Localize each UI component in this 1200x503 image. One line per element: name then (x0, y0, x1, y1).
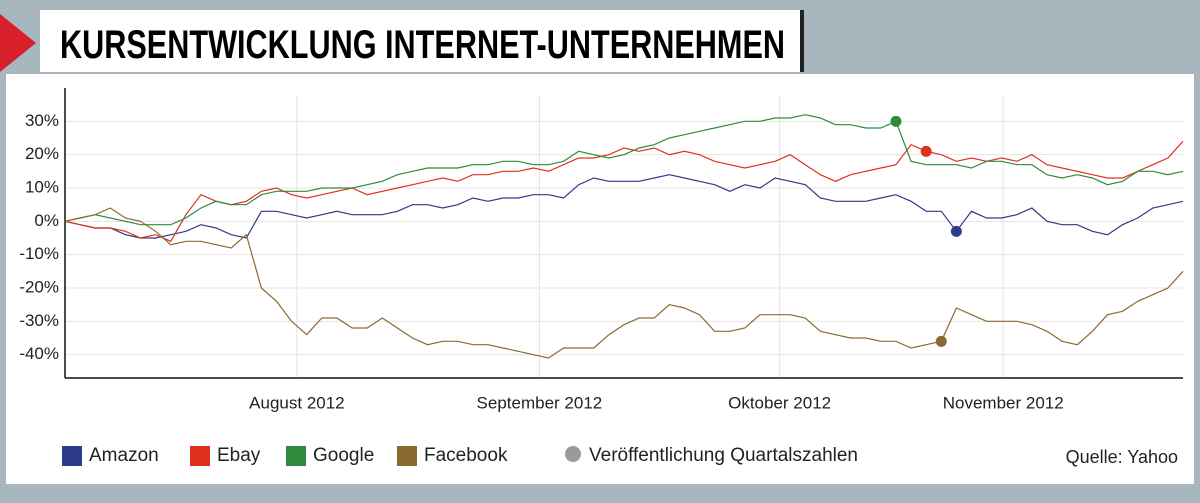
legend-swatch (190, 446, 210, 466)
legend-label: Ebay (217, 445, 261, 466)
earnings-marker (950, 225, 962, 237)
chart-title: KURSENTWICKLUNG INTERNET-UNTERNEHMEN (60, 23, 785, 67)
earnings-marker (935, 335, 947, 347)
legend-label: Veröffentlichung Quartalszahlen (589, 445, 858, 466)
x-tick-label: August 2012 (249, 393, 344, 412)
legend-label: Google (313, 445, 374, 466)
title-box (40, 10, 802, 72)
title-divider (800, 10, 804, 72)
series-line (64, 174, 1184, 239)
y-tick-label: 30% (25, 111, 59, 130)
x-tick-label: November 2012 (943, 393, 1064, 412)
series-line (64, 114, 1184, 226)
y-tick-label: -30% (19, 311, 59, 330)
legend-swatch (286, 446, 306, 466)
y-tick-label: -20% (19, 277, 59, 296)
legend-swatch (397, 446, 417, 466)
earnings-marker (890, 115, 902, 127)
y-tick-label: 20% (25, 144, 59, 163)
header-arrow (0, 14, 36, 72)
y-tick-label: 0% (34, 211, 59, 230)
series-line (64, 207, 1184, 359)
chart-panel (6, 74, 1194, 484)
y-tick-label: 10% (25, 177, 59, 196)
y-tick-label: -40% (19, 344, 59, 363)
legend-swatch (565, 446, 581, 462)
source: Quelle: Yahoo (1066, 447, 1178, 467)
legend-swatch (62, 446, 82, 466)
y-tick-label: -10% (19, 244, 59, 263)
x-tick-label: September 2012 (477, 393, 603, 412)
legend-label: Facebook (424, 445, 508, 466)
legend-label: Amazon (89, 445, 159, 466)
x-tick-label: Oktober 2012 (728, 393, 831, 412)
earnings-marker (920, 145, 932, 157)
series-line (64, 140, 1184, 243)
